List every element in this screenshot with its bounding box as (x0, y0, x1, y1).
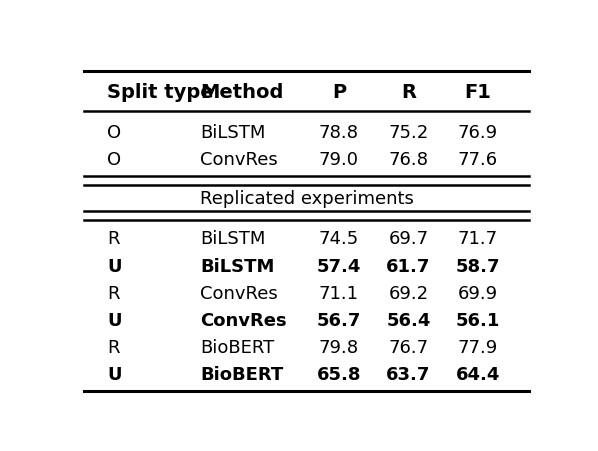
Text: 77.6: 77.6 (458, 151, 498, 169)
Text: 56.1: 56.1 (456, 311, 500, 329)
Text: BiLSTM: BiLSTM (200, 257, 274, 275)
Text: 64.4: 64.4 (456, 365, 500, 383)
Text: 71.1: 71.1 (319, 284, 359, 302)
Text: U: U (107, 365, 121, 383)
Text: 65.8: 65.8 (317, 365, 361, 383)
Text: ConvRes: ConvRes (200, 311, 286, 329)
Text: 63.7: 63.7 (386, 365, 431, 383)
Text: 78.8: 78.8 (319, 123, 359, 141)
Text: 58.7: 58.7 (456, 257, 500, 275)
Text: R: R (107, 284, 120, 302)
Text: 74.5: 74.5 (319, 230, 359, 248)
Text: R: R (107, 338, 120, 356)
Text: BioBERT: BioBERT (200, 365, 283, 383)
Text: 76.8: 76.8 (389, 151, 428, 169)
Text: O: O (107, 151, 121, 169)
Text: Method: Method (200, 83, 283, 102)
Text: 69.7: 69.7 (388, 230, 429, 248)
Text: 76.7: 76.7 (388, 338, 429, 356)
Text: O: O (107, 123, 121, 141)
Text: 57.4: 57.4 (317, 257, 361, 275)
Text: 77.9: 77.9 (458, 338, 498, 356)
Text: 69.2: 69.2 (388, 284, 429, 302)
Text: Split type: Split type (107, 83, 214, 102)
Text: BioBERT: BioBERT (200, 338, 274, 356)
Text: F1: F1 (465, 83, 492, 102)
Text: 61.7: 61.7 (386, 257, 431, 275)
Text: 75.2: 75.2 (388, 123, 429, 141)
Text: BiLSTM: BiLSTM (200, 123, 266, 141)
Text: 79.0: 79.0 (319, 151, 359, 169)
Text: U: U (107, 257, 121, 275)
Text: Replicated experiments: Replicated experiments (200, 189, 413, 207)
Text: ConvRes: ConvRes (200, 284, 277, 302)
Text: 79.8: 79.8 (319, 338, 359, 356)
Text: R: R (401, 83, 416, 102)
Text: ConvRes: ConvRes (200, 151, 277, 169)
Text: 69.9: 69.9 (458, 284, 498, 302)
Text: 56.4: 56.4 (386, 311, 431, 329)
Text: R: R (107, 230, 120, 248)
Text: BiLSTM: BiLSTM (200, 230, 266, 248)
Text: 56.7: 56.7 (317, 311, 361, 329)
Text: P: P (332, 83, 346, 102)
Text: 71.7: 71.7 (458, 230, 498, 248)
Text: U: U (107, 311, 121, 329)
Text: 76.9: 76.9 (458, 123, 498, 141)
